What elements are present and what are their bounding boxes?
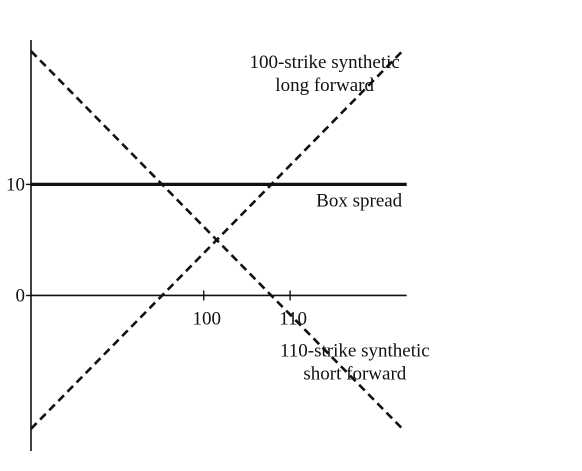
annotation-box-spread: Box spread	[316, 191, 403, 212]
y-tick-label-0: 0	[16, 285, 26, 306]
axes	[26, 40, 407, 451]
x-tick-label-0: 100	[192, 308, 221, 329]
annotation-line: short forward	[303, 364, 406, 385]
annotation-line: 110-strike synthetic	[280, 341, 430, 362]
annotation-line: Box spread	[316, 191, 403, 212]
y-tick-label-1: 10	[6, 174, 25, 195]
series-short-forward	[30, 50, 404, 430]
tick-labels: 0 10 100 110	[6, 174, 307, 329]
annotation-short-forward: 110-strike synthetic short forward	[280, 341, 430, 385]
annotation-line: long forward	[275, 75, 374, 96]
series-group	[30, 50, 407, 430]
annotation-line: 100-strike synthetic	[249, 52, 399, 73]
x-tick-label-1: 110	[279, 308, 307, 329]
annotation-long-forward: 100-strike synthetic long forward	[249, 52, 399, 96]
annotations: 100-strike synthetic long forward Box spre…	[249, 52, 429, 385]
